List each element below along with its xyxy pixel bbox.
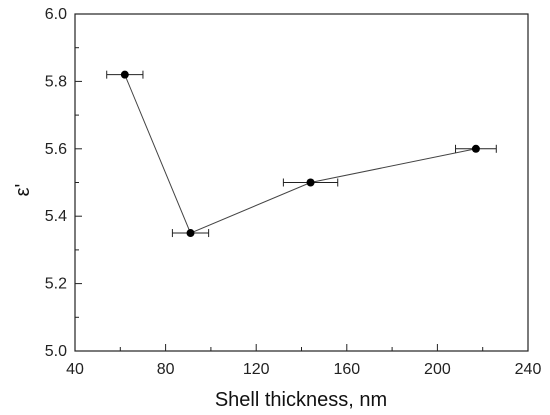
plot-frame [74,13,529,352]
y-tick-label: 5.2 [45,276,67,293]
y-axis-title: ε' [12,184,34,197]
x-tick-label: 120 [243,361,270,378]
x-tick-label: 80 [157,361,175,378]
x-axis-title: Shell thickness, nm [215,389,387,411]
x-tick-label: 40 [66,361,84,378]
y-tick-label: 5.0 [45,343,67,360]
y-tick-label: 5.8 [45,73,67,90]
data-point [120,70,129,79]
tick-labels-layer: 40 80 120 160 200 240 5.0 5.2 5.4 5.6 5.8 6.0 [45,6,542,378]
x-tick-label: 240 [515,361,542,378]
series-layer [106,70,497,238]
data-point [306,178,315,187]
x-tick-label: 160 [333,361,360,378]
series-line [124,74,476,234]
data-point [471,144,480,153]
y-tick-label: 6.0 [45,6,67,23]
y-tick-label: 5.6 [45,141,67,158]
y-tick-label: 5.4 [45,208,67,225]
data-point [186,229,195,238]
x-tick-label: 200 [424,361,451,378]
